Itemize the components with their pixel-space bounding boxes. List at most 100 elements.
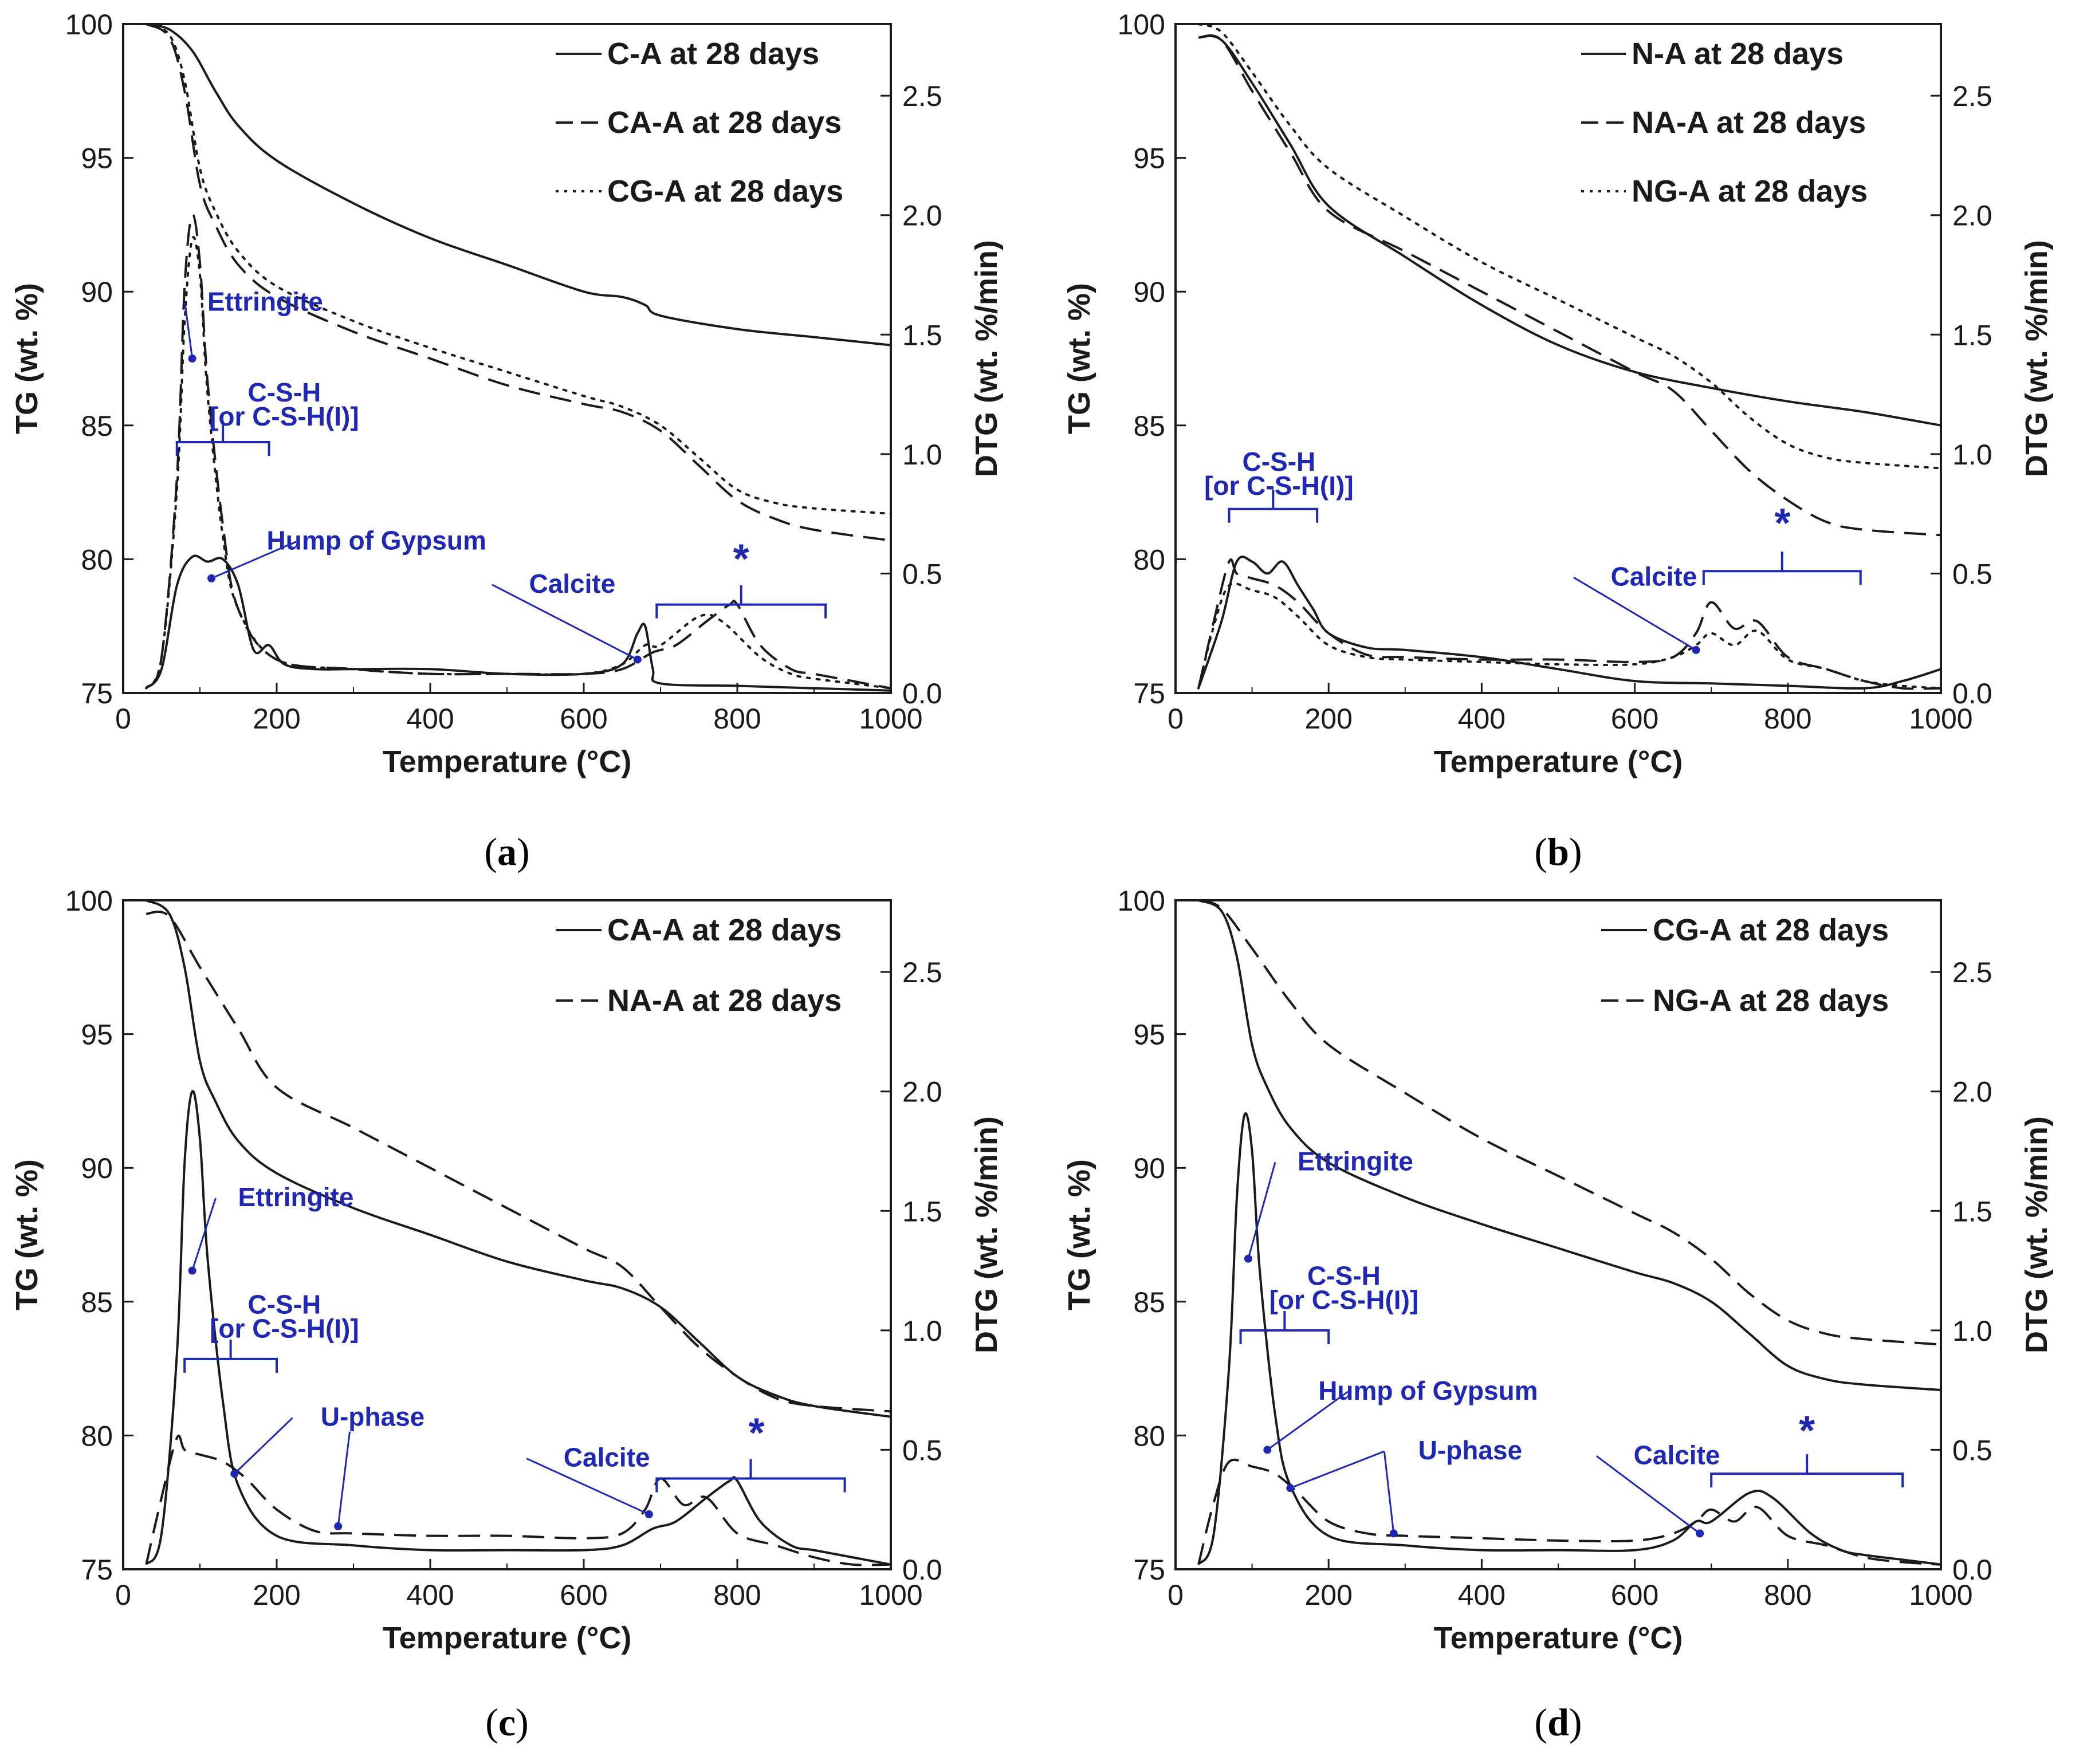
y2-tick-label: 1.0 [902,1315,942,1347]
leader-dot [1263,1446,1272,1454]
y-tick-label: 75 [81,1554,113,1586]
asterisk-label: * [748,1411,764,1456]
series-line-c-a-at-28-days [146,24,891,346]
panel-label-open: ( [485,1700,498,1744]
leader-dot [1389,1529,1398,1538]
y2-tick-label: 2.5 [1952,80,1992,112]
panel-label-letter: c [498,1700,516,1744]
y2-tick-label: 2.0 [1952,1076,1992,1108]
annotation-label: Ettringite [1298,1146,1413,1176]
y2-tick-label: 2.5 [1952,956,1992,989]
annotation-label: C-S-H [1242,447,1315,477]
leader-line [1596,1455,1701,1534]
series-line-na-a-at-28-days [1198,34,1941,537]
y2-tick-label: 0.0 [1952,1554,1992,1586]
y2-tick-label: 0.5 [902,558,942,590]
asterisk-label: * [1799,1408,1815,1454]
y-tick-label: 85 [81,410,113,442]
x-tick-label: 1000 [1909,1579,1972,1611]
leader-dot [334,1522,343,1530]
x-axis-label: Temperature (°C) [1434,1621,1683,1655]
annotation-label: Calcite [564,1443,650,1472]
bracket [655,1459,846,1493]
y-tick-label: 95 [1133,1019,1165,1051]
x-tick-label: 200 [253,703,300,735]
x-tick-label: 800 [1764,703,1811,735]
annotation-label: C-S-H [248,1290,321,1320]
leader-dot [1696,1529,1704,1538]
annotation-label: [or C-S-H(I)] [210,401,359,431]
x-tick-label: 400 [406,1579,454,1611]
x-tick-label: 800 [1764,1579,1811,1611]
y2-tick-label: 1.0 [1952,439,1992,471]
y2-tick-label: 1.5 [1952,319,1992,351]
y2-tick-label: 0.5 [1952,558,1992,590]
series-line-na-a-at-28-days [146,910,891,1413]
y-tick-label: 80 [81,544,113,576]
bracket [1702,552,1862,585]
annotation-label: Hump of Gypsum [1318,1376,1538,1405]
legend-entry: N-A at 28 days [1632,37,1844,71]
y-axis-label: TG (wt. %) [10,283,44,434]
annotation-label: Ettringite [207,287,323,317]
y-tick-label: 90 [81,1152,113,1184]
x-tick-label: 0 [1168,703,1184,735]
chart-panel-b: 0 200 400 600 800 1000 75 80 85 90 95 100 0.0 0.5 1.0 1… [1062,9,2054,873]
legend-entry: NG-A at 28 days [1653,983,1889,1018]
panel-label: (d) [1534,1700,1582,1744]
x-axis-label: Temperature (°C) [383,745,632,779]
y-tick-label: 75 [81,678,113,710]
y-tick-label: 100 [65,9,113,41]
annotation-label: C-S-H [248,377,321,407]
y-tick-label: 95 [81,143,113,175]
leader-line [1267,1391,1349,1451]
leader-dot [1286,1484,1295,1493]
x-tick-label: 600 [560,703,607,735]
x-tick-label: 1000 [859,1579,922,1611]
leader-dot [188,355,196,363]
leader-line [184,302,194,359]
y2-tick-label: 2.0 [902,200,942,232]
y-tick-label: 75 [1133,1554,1165,1586]
y2-tick-label: 0.5 [1952,1434,1992,1466]
leader-dot [644,1510,653,1519]
y-tick-label: 85 [1133,1286,1165,1318]
leader-line [211,541,297,580]
series-line-n-a-at-28-days [1198,34,1941,427]
y-tick-label: 90 [1133,276,1165,308]
leader-line [1290,1450,1385,1489]
series-line-cg-a-dtg [1197,1112,1941,1566]
bracket [1710,1454,1904,1488]
y-tick-label: 95 [1133,143,1165,175]
x-tick-label: 400 [1458,1579,1506,1611]
series-line-ng-a-dtg [1197,1458,1941,1566]
x-tick-label: 200 [253,1579,300,1611]
legend-entry: NG-A at 28 days [1632,174,1868,208]
legend-entry: NA-A at 28 days [607,983,842,1018]
leader-line [337,1431,351,1527]
y-tick-label: 80 [1133,544,1165,576]
annotation-label: Calcite [1611,561,1697,591]
bracket [1228,489,1319,523]
leader-dot [1244,1254,1252,1263]
y2-axis-label: DTG (wt. %/min) [969,240,1004,477]
annotation-label: Ettringite [238,1182,354,1212]
y-axis-label: TG (wt. %) [1062,283,1096,434]
x-axis-label: Temperature (°C) [383,1621,632,1655]
y2-tick-label: 1.5 [1952,1195,1992,1227]
leader-line [1573,576,1697,651]
y-tick-label: 100 [1118,9,1165,41]
asterisk-label: * [733,537,749,582]
y-tick-label: 85 [1133,410,1165,442]
x-tick-label: 400 [406,703,454,735]
annotation-label: Calcite [529,569,615,598]
y2-tick-label: 1.0 [902,439,942,471]
leader-dot [230,1470,239,1478]
x-tick-label: 200 [1304,703,1352,735]
y-tick-label: 90 [81,276,113,308]
x-tick-label: 200 [1304,1579,1352,1611]
chart-panel-d: 0 200 400 600 800 1000 75 80 85 90 95 100 0.0 0.5 1.0 1… [1062,885,2054,1744]
x-tick-label: 0 [115,1579,131,1611]
y2-tick-label: 1.5 [902,1195,942,1227]
y-tick-label: 95 [81,1019,113,1051]
